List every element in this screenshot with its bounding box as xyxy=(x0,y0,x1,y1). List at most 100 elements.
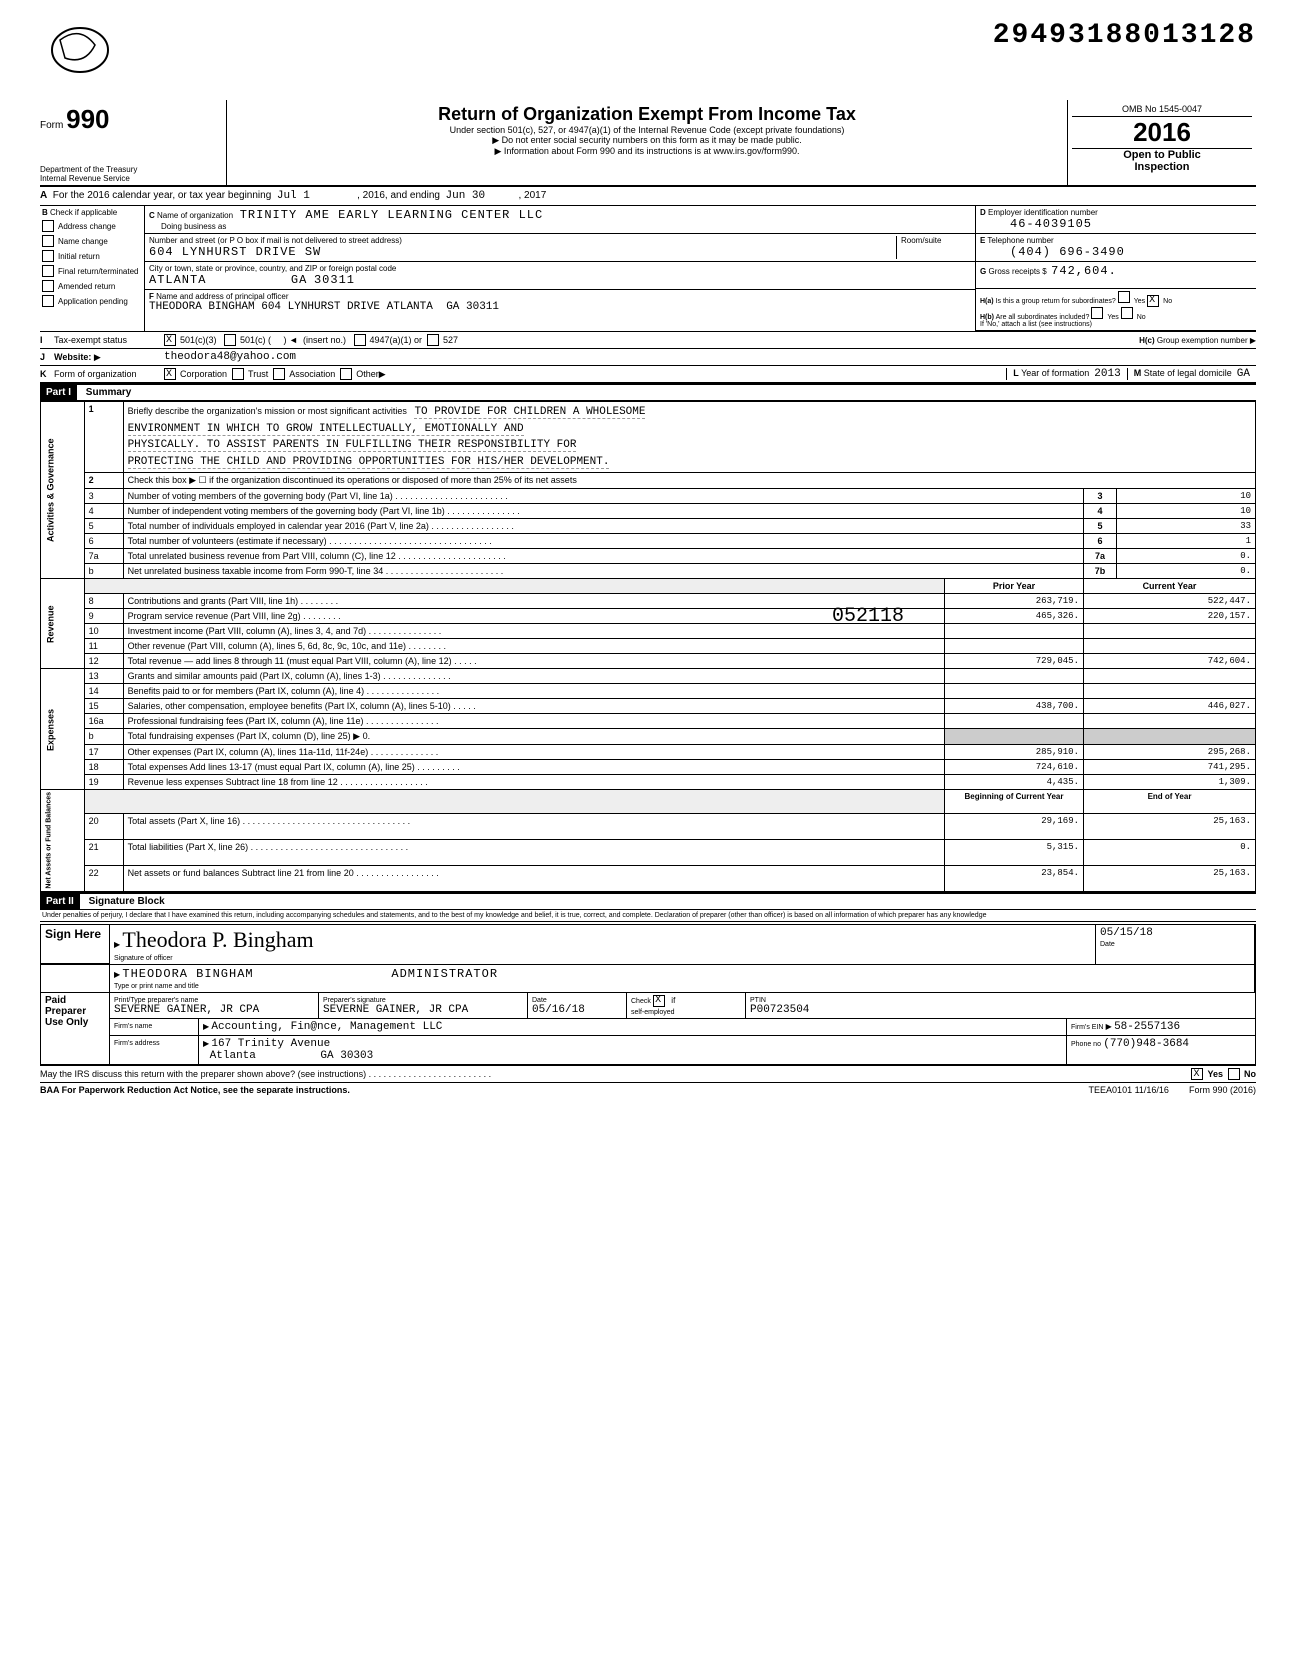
cb-527[interactable] xyxy=(427,334,439,346)
city-label: City or town, state or province, country… xyxy=(149,264,396,273)
officer-state: GA 30311 xyxy=(446,301,499,313)
sig-title: ADMINISTRATOR xyxy=(391,967,498,981)
section-gov: Activities & Governance xyxy=(41,402,85,579)
firm-name-label: Firm's name xyxy=(114,1023,152,1030)
tax-year: 2016 xyxy=(1072,117,1252,149)
sig-date: 05/15/18 xyxy=(1100,927,1153,939)
part1-header: Part I Summary xyxy=(40,383,1256,401)
ptin: P00723504 xyxy=(750,1004,809,1016)
header-left: Form 990 Department of the Treasury Inte… xyxy=(40,100,227,185)
note2: Information about Form 990 and its instr… xyxy=(235,146,1059,157)
state: GA xyxy=(291,273,307,287)
firm-addr1: 167 Trinity Avenue xyxy=(211,1038,330,1050)
exp-line-16b: bTotal fundraising expenses (Part IX, co… xyxy=(41,729,1256,745)
discuss-text: May the IRS discuss this return with the… xyxy=(40,1069,1191,1079)
cb-name[interactable]: Name change xyxy=(42,235,142,247)
discuss-yes[interactable] xyxy=(1191,1068,1203,1080)
exp-line-17: 17Other expenses (Part IX, column (A), l… xyxy=(41,745,1256,760)
exp-line-19: 19Revenue less expenses Subtract line 18… xyxy=(41,775,1256,790)
dln-number: 29493188013128 xyxy=(993,20,1256,51)
cb-amended[interactable]: Amended return xyxy=(42,280,142,292)
form-number: 990 xyxy=(66,104,109,134)
cb-assoc[interactable] xyxy=(273,368,285,380)
form-header: Form 990 Department of the Treasury Inte… xyxy=(40,100,1256,187)
c-label: Name of organization xyxy=(157,211,233,220)
firm-ein-label: Firm's EIN xyxy=(1071,1024,1103,1031)
cb-self-employed[interactable] xyxy=(653,995,665,1007)
footer-right: Form 990 (2016) xyxy=(1189,1085,1256,1095)
gov-line-7a: 7aTotal unrelated business revenue from … xyxy=(41,549,1256,564)
mission-2: ENVIRONMENT IN WHICH TO GROW INTELLECTUA… xyxy=(128,423,524,436)
cb-final[interactable]: Final return/terminated xyxy=(42,265,142,277)
rev-line-12: 12Total revenue — add lines 8 through 11… xyxy=(41,654,1256,669)
g-label: Gross receipts $ xyxy=(988,267,1046,276)
cb-initial[interactable]: Initial return xyxy=(42,250,142,262)
ty-begin: Jul 1 xyxy=(277,190,310,202)
gov-line-5: 5Total number of individuals employed in… xyxy=(41,519,1256,534)
col-b: B Check if applicable Address change Nam… xyxy=(40,206,145,331)
ha-yes[interactable] xyxy=(1118,291,1130,303)
row-i: I Tax-exempt status 501(c)(3) 501(c) ( )… xyxy=(40,332,1256,349)
main-grid: B Check if applicable Address change Nam… xyxy=(40,206,1256,332)
col-eoy: End of Year xyxy=(1084,790,1256,814)
phone: (404) 696-3490 xyxy=(1010,245,1125,259)
prep-sig: SEVERNE GAINER, JR CPA xyxy=(323,1004,468,1016)
hb-label: Are all subordinates included? xyxy=(996,314,1090,321)
cb-other[interactable] xyxy=(340,368,352,380)
top-row: 29493188013128 xyxy=(40,20,1256,100)
self-emp-label: self-employed xyxy=(631,1009,675,1016)
line2: Check this box ▶ ☐ if the organization d… xyxy=(123,473,1255,489)
sig-name-label: Type or print name and title xyxy=(114,983,199,990)
domicile: GA xyxy=(1237,368,1250,380)
cb-4947[interactable] xyxy=(354,334,366,346)
ha-no[interactable] xyxy=(1147,295,1159,307)
row-k: K Form of organization Corporation Trust… xyxy=(40,366,1256,383)
part1-label: Part I xyxy=(40,385,77,400)
gov-line-3: 3Number of voting members of the governi… xyxy=(41,489,1256,504)
j-label: Website: xyxy=(54,352,91,362)
discuss-no[interactable] xyxy=(1228,1068,1240,1080)
addr-label: Number and street (or P O box if mail is… xyxy=(149,236,402,245)
i-label: Tax-exempt status xyxy=(54,335,164,345)
mission-1: TO PROVIDE FOR CHILDREN A WHOLESOME xyxy=(414,406,645,419)
ty-end: Jun 30 xyxy=(446,190,486,202)
cb-address[interactable]: Address change xyxy=(42,220,142,232)
dept-line2: Internal Revenue Service xyxy=(40,174,220,183)
rev-line-10: 10Investment income (Part VIII, column (… xyxy=(41,624,1256,639)
hb-yes[interactable] xyxy=(1091,307,1103,319)
discuss-row: May the IRS discuss this return with the… xyxy=(40,1066,1256,1083)
firm-addr2: Atlanta xyxy=(210,1050,256,1062)
exp-line-15: 15Salaries, other compensation, employee… xyxy=(41,699,1256,714)
mission-4: PROTECTING THE CHILD AND PROVIDING OPPOR… xyxy=(128,456,610,469)
open-public-2: Inspection xyxy=(1072,161,1252,173)
cb-corp[interactable] xyxy=(164,368,176,380)
sig-date-label: Date xyxy=(1100,941,1115,948)
row-a-suffix: , 2017 xyxy=(518,190,546,201)
summary-table: Activities & Governance 1 Briefly descri… xyxy=(40,401,1256,892)
col-prior: Prior Year xyxy=(945,579,1084,594)
ein: 46-4039105 xyxy=(1010,217,1092,231)
gov-line-4: 4Number of independent voting members of… xyxy=(41,504,1256,519)
header-center: Return of Organization Exempt From Incom… xyxy=(227,100,1068,185)
e-label: Telephone number xyxy=(987,236,1053,245)
cb-pending[interactable]: Application pending xyxy=(42,295,142,307)
rev-line-9: 9Program service revenue (Part VIII, lin… xyxy=(41,609,1256,624)
cb-501c3[interactable] xyxy=(164,334,176,346)
note1: Do not enter social security numbers on … xyxy=(235,135,1059,146)
form-subtitle: Under section 501(c), 527, or 4947(a)(1)… xyxy=(235,125,1059,135)
hc-label: Group exemption number xyxy=(1157,336,1248,345)
ptin-label: PTIN xyxy=(750,997,766,1004)
part1-title: Summary xyxy=(80,387,132,398)
row-a-mid: , 2016, and ending xyxy=(357,190,440,201)
firm-ein: 58-2557136 xyxy=(1114,1021,1180,1033)
cb-trust[interactable] xyxy=(232,368,244,380)
website: theodora48@yahoo.com xyxy=(164,351,296,363)
cb-501c[interactable] xyxy=(224,334,236,346)
sig-officer-label: Signature of officer xyxy=(114,955,173,962)
sign-here-label: Sign Here xyxy=(41,925,110,964)
part2-label: Part II xyxy=(40,894,80,909)
k-label: Form of organization xyxy=(54,369,164,379)
line1-label: Briefly describe the organization's miss… xyxy=(128,406,407,416)
firm-phone-label: Phone no xyxy=(1071,1041,1101,1048)
hb-no[interactable] xyxy=(1121,307,1133,319)
